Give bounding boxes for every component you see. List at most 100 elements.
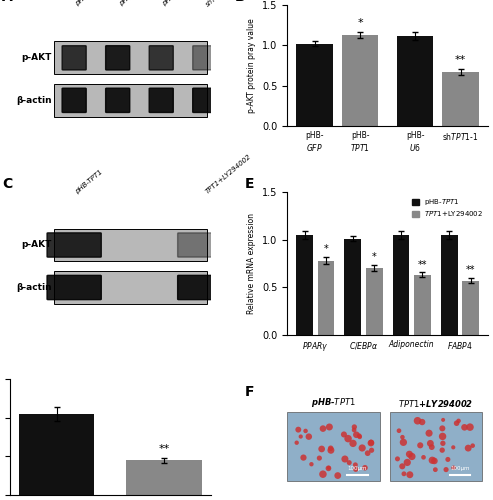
Point [439,432,447,440]
Point [334,472,342,480]
Bar [317,260,334,334]
Point [439,416,447,424]
FancyBboxPatch shape [106,46,130,70]
Point [319,470,327,478]
Point [403,458,411,466]
Text: E: E [245,176,254,190]
Point [341,455,349,463]
Point [398,433,406,441]
Point [431,466,439,473]
Bar [126,460,202,495]
FancyBboxPatch shape [177,233,232,257]
Point [426,440,434,448]
Point [294,426,302,434]
Point [416,442,424,450]
Text: p-AKT: p-AKT [22,240,52,250]
Point [408,452,416,460]
Bar [345,238,361,334]
Point [352,431,360,439]
Point [444,456,452,464]
Text: **: ** [418,260,427,270]
Y-axis label: Relative mRNA expression: Relative mRNA expression [247,213,256,314]
Point [430,457,438,465]
Point [345,458,353,466]
Text: pHB-U6: pHB-U6 [161,0,185,8]
FancyBboxPatch shape [106,88,130,112]
FancyBboxPatch shape [149,88,173,112]
Text: 100μm: 100μm [450,466,470,471]
Point [469,442,477,450]
Point [455,417,462,425]
Point [316,454,323,462]
FancyBboxPatch shape [62,88,86,112]
Text: F: F [245,385,254,399]
Point [319,424,327,432]
Point [414,417,422,425]
Point [393,455,401,463]
Point [325,423,333,431]
Point [464,444,472,452]
Text: β-actin: β-actin [16,283,52,292]
Point [293,438,301,446]
Text: pHB-TPT1: pHB-TPT1 [118,0,147,8]
Text: *: * [323,244,328,254]
Point [327,446,335,454]
Point [453,419,460,427]
Point [300,454,308,462]
Text: A: A [2,0,13,4]
Point [438,424,446,432]
Bar [54,228,207,262]
Point [317,445,325,453]
Point [325,464,333,472]
FancyBboxPatch shape [149,46,173,70]
Point [361,464,369,472]
Bar [366,268,383,334]
Point [466,423,474,431]
Point [449,444,457,452]
FancyBboxPatch shape [193,46,217,70]
Bar [54,271,207,304]
Point [352,461,359,469]
Point [350,426,358,434]
Point [344,434,352,442]
Point [356,433,364,441]
Point [395,426,403,434]
FancyBboxPatch shape [193,88,217,112]
Text: pHB-$TPT1$: pHB-$TPT1$ [311,396,356,408]
Point [351,423,358,431]
Point [439,440,447,448]
Point [367,439,375,447]
Text: $TPT1$+LY294002: $TPT1$+LY294002 [398,398,473,408]
Text: **: ** [158,444,170,454]
Bar [462,280,479,334]
Text: β-actin: β-actin [16,96,52,105]
Text: pHB-TPT1: pHB-TPT1 [74,168,104,194]
Bar [397,36,433,126]
Point [349,440,357,448]
Point [399,438,407,446]
Text: **: ** [455,55,466,65]
Text: TPT1+LY294002: TPT1+LY294002 [205,153,253,194]
Point [308,460,316,468]
Text: **: ** [466,265,475,275]
Point [428,443,436,451]
Point [355,432,363,440]
Text: *: * [357,18,363,28]
FancyBboxPatch shape [47,276,101,299]
Point [305,432,313,440]
Text: B: B [235,0,246,4]
Point [420,454,427,462]
Text: 100μm: 100μm [348,466,367,471]
Legend: pHB-$TPT1$, $TPT1$+LY294002: pHB-$TPT1$, $TPT1$+LY294002 [410,196,485,220]
Bar [54,84,207,116]
Y-axis label: p-AKT protein pray value: p-AKT protein pray value [247,18,256,113]
Point [406,470,414,478]
Bar [296,235,313,334]
Bar [54,42,207,74]
Point [367,438,375,446]
Point [438,446,446,454]
FancyBboxPatch shape [62,46,86,70]
Point [358,444,366,452]
Text: C: C [2,177,12,191]
Point [428,456,436,464]
